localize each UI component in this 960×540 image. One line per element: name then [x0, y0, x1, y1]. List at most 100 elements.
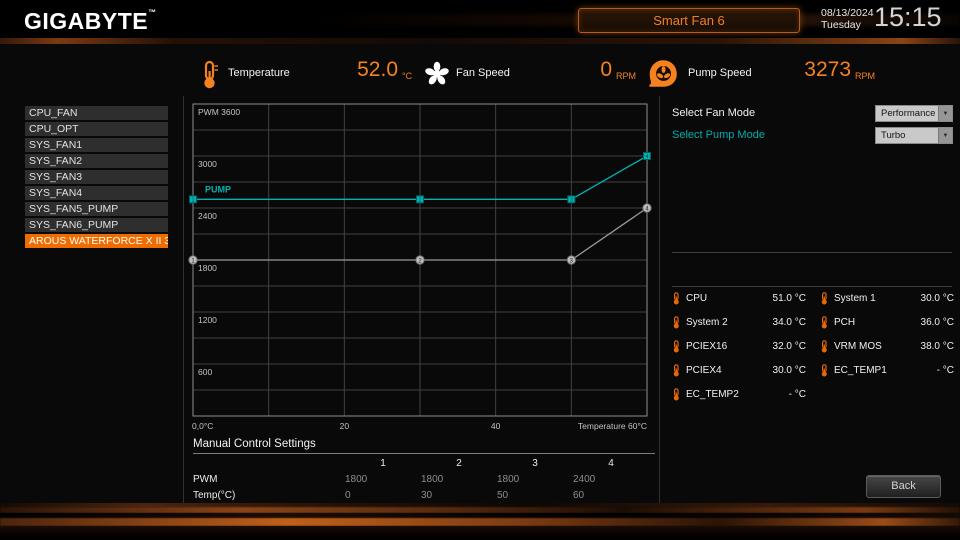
sensor-name: EC_TEMP2: [686, 389, 739, 400]
chevron-down-icon[interactable]: ▼: [938, 128, 952, 143]
manual-control-settings: Manual Control Settings 1 2 3 4 PWM 1800 1800 1…: [193, 438, 655, 502]
sidebar-item-sys-fan6-pump[interactable]: SYS_FAN6_PUMP: [25, 218, 168, 232]
svg-text:1: 1: [192, 198, 195, 204]
sensor-system-1: System 1 30.0 °C: [820, 292, 954, 305]
svg-text:40: 40: [491, 421, 501, 431]
sensor-value: 36.0 °C: [920, 317, 954, 328]
right-panel-divider: [672, 252, 952, 253]
sensor-pch: PCH 36.0 °C: [820, 316, 954, 329]
sidebar-item-sys-fan1[interactable]: SYS_FAN1: [25, 138, 168, 152]
sensor-name: PCIEX16: [686, 341, 728, 352]
fan-sidebar: CPU_FAN CPU_OPT SYS_FAN1 SYS_FAN2 SYS_FAN3 SY…: [25, 106, 168, 250]
manual-column-header: 3: [532, 458, 538, 469]
manual-column-header: 1: [380, 458, 386, 469]
chart-point-pump-3[interactable]: [567, 195, 576, 204]
sensor-value: - °C: [788, 389, 806, 400]
sidebar-item-arous-waterforce-x-ii-36[interactable]: AROUS WATERFORCE X II 36: [25, 234, 168, 248]
manual-value-cell: 1800: [497, 474, 520, 485]
pump-speed-unit: RPM: [855, 71, 875, 81]
thermometer-icon: [673, 316, 679, 329]
manual-row-label: [193, 457, 345, 470]
sensor-name: PCH: [834, 317, 856, 328]
fan-mode-dropdown[interactable]: Performance ▼: [875, 105, 953, 122]
sensor-name: VRM MOS: [834, 341, 882, 352]
manual-row-temp-c-: Temp(°C) 0 30 50 60: [193, 489, 655, 502]
chart-point-fan-3[interactable]: [566, 255, 577, 265]
svg-text:2: 2: [419, 198, 422, 204]
series-label-pump: PUMP: [205, 184, 231, 194]
tab-smart-fan-6[interactable]: Smart Fan 6: [578, 8, 800, 33]
svg-text:0,0°C: 0,0°C: [192, 421, 213, 431]
background-streak: [0, 507, 960, 513]
sensor-value: 32.0 °C: [772, 341, 806, 352]
svg-text:2: 2: [418, 258, 422, 264]
manual-value-cell: 60: [573, 490, 585, 501]
pump-speed-label: Pump Speed: [688, 67, 752, 79]
pump-mode-dropdown[interactable]: Turbo ▼: [875, 127, 953, 144]
chart-point-fan-4[interactable]: [642, 203, 652, 213]
manual-row-pwm: PWM 1800 1800 1800 2400: [193, 473, 655, 486]
date-display: 08/13/2024 Tuesday: [821, 7, 874, 31]
svg-text:20: 20: [340, 421, 350, 431]
manual-value-cell: 1800: [345, 474, 368, 485]
sidebar-item-sys-fan4[interactable]: SYS_FAN4: [25, 186, 168, 200]
chart-point-fan-2[interactable]: [415, 255, 425, 265]
gigabyte-logo: GIGABYTE™: [24, 8, 157, 34]
chart-point-fan-1[interactable]: [188, 255, 198, 265]
sensor-value: - °C: [936, 365, 954, 376]
thermometer-icon: [821, 292, 827, 305]
fan-curve-chart[interactable]: PWM 3600 3000 2400 1800 1200 600 0,0°C 20 40 Temp…: [183, 95, 663, 440]
main-panel: [0, 44, 960, 503]
pump-speed-value: 3273: [804, 58, 851, 81]
thermometer-icon: [673, 292, 679, 305]
manual-value-cell: 0: [345, 490, 351, 501]
sensor-pciex4: PCIEX4 30.0 °C: [672, 364, 806, 377]
sensor-name: System 1: [834, 293, 876, 304]
trademark-symbol: ™: [148, 8, 157, 17]
weekday-value: Tuesday: [821, 19, 861, 31]
select-pump-mode-label: Select Pump Mode: [672, 129, 765, 141]
thermometer-icon: [673, 340, 679, 353]
sidebar-item-sys-fan2[interactable]: SYS_FAN2: [25, 154, 168, 168]
sidebar-item-cpu-fan[interactable]: CPU_FAN: [25, 106, 168, 120]
manual-value-cell: 50: [497, 490, 509, 501]
date-value: 08/13/2024: [821, 7, 874, 19]
sensor-ec-temp2: EC_TEMP2 - °C: [672, 388, 806, 401]
back-button[interactable]: Back: [866, 475, 941, 498]
select-fan-mode-label: Select Fan Mode: [672, 107, 756, 119]
fan-icon: [425, 61, 449, 85]
chart-point-pump-4[interactable]: [643, 152, 651, 160]
sidebar-item-sys-fan5-pump[interactable]: SYS_FAN5_PUMP: [25, 202, 168, 216]
fan-speed-value: 0: [600, 58, 612, 81]
thermometer-icon: [673, 388, 679, 401]
svg-text:3: 3: [570, 258, 574, 264]
background-streak: [0, 526, 960, 540]
sidebar-item-cpu-opt[interactable]: CPU_OPT: [25, 122, 168, 136]
background-streak: [0, 513, 960, 518]
clock-display: 15:15: [874, 2, 942, 32]
sensor-pciex16: PCIEX16 32.0 °C: [672, 340, 806, 353]
temperature-label: Temperature: [228, 67, 290, 79]
divider-right: [659, 96, 660, 503]
sensor-name: EC_TEMP1: [834, 365, 887, 376]
sidebar-item-sys-fan3[interactable]: SYS_FAN3: [25, 170, 168, 184]
svg-text:3000: 3000: [198, 159, 217, 169]
sensor-name: CPU: [686, 293, 708, 304]
sensor-value: 51.0 °C: [772, 293, 806, 304]
chevron-down-icon[interactable]: ▼: [938, 106, 952, 121]
background-streak: [0, 518, 960, 526]
sensor-name: System 2: [686, 317, 728, 328]
thermometer-icon: [821, 364, 827, 377]
sensor-ec-temp1: EC_TEMP1 - °C: [820, 364, 954, 377]
chart-point-pump-2[interactable]: [416, 195, 424, 204]
chart-point-pump-1[interactable]: [189, 195, 197, 204]
temperature-unit: °C: [402, 71, 413, 81]
thermometer-icon: [821, 340, 827, 353]
background-streak: [0, 503, 960, 507]
manual-column-header: 2: [456, 458, 462, 469]
svg-text:4: 4: [646, 154, 649, 160]
svg-text:1800: 1800: [198, 263, 217, 273]
sensor-cpu: CPU 51.0 °C: [672, 292, 806, 305]
manual-row-label: PWM: [193, 474, 218, 485]
